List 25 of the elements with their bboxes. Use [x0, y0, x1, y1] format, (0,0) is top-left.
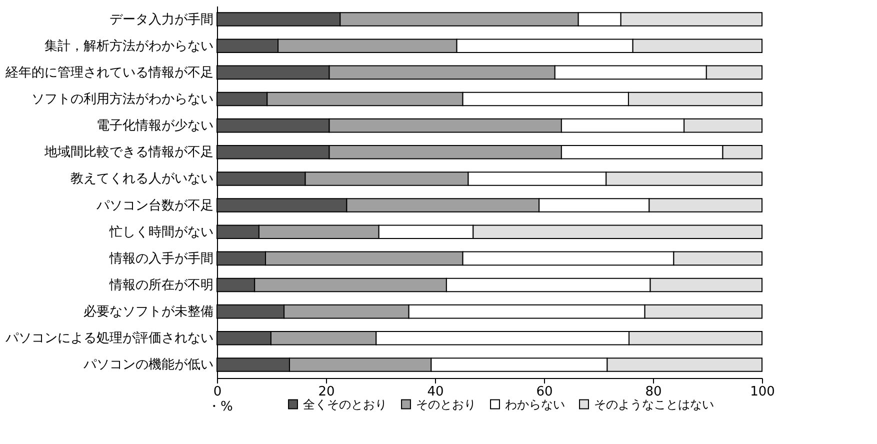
- legend-label: わからない: [505, 397, 565, 412]
- y-tick-label: パソコン台数が不足: [96, 198, 214, 214]
- y-tick-label: パソコンによる処理が評価されない: [4, 331, 214, 346]
- legend-label: そのようなことはない: [594, 397, 714, 412]
- x-tick-label: 60: [536, 384, 553, 400]
- x-tick-label: 0: [213, 384, 222, 400]
- legend-label: そのとおり: [416, 397, 476, 412]
- y-tick-label: 地域間比較できる情報が不足: [44, 145, 214, 160]
- x-tick-label: 40: [427, 384, 444, 400]
- y-tick-label: 集計，解析方法がわからない: [44, 38, 214, 54]
- y-tick-label: 忙しく時間がない: [108, 224, 214, 240]
- y-tick-label: 情報の入手が手間: [108, 251, 214, 266]
- y-tick-label: 情報の所在が不明: [108, 278, 214, 293]
- x-tick-label: 100: [750, 384, 775, 400]
- y-tick-label: 教えてくれる人がいない: [70, 172, 214, 187]
- y-tick-label: 電子化情報が少ない: [96, 118, 214, 134]
- x-tick-label: 80: [645, 384, 662, 400]
- y-tick-label: パソコンの機能が低い: [82, 358, 214, 373]
- y-tick-label: 経年的に管理されている情報が不足: [4, 65, 214, 80]
- x-axis-title: ・%: [208, 400, 233, 414]
- legend-label: 全くそのとおり: [303, 397, 387, 412]
- x-tick-label: 20: [318, 384, 335, 400]
- y-tick-label: ソフトの利用方法がわからない: [32, 91, 214, 107]
- y-tick-label: 必要なソフトが未整備: [84, 304, 214, 320]
- y-tick-label: データ入力が手間: [110, 12, 214, 28]
